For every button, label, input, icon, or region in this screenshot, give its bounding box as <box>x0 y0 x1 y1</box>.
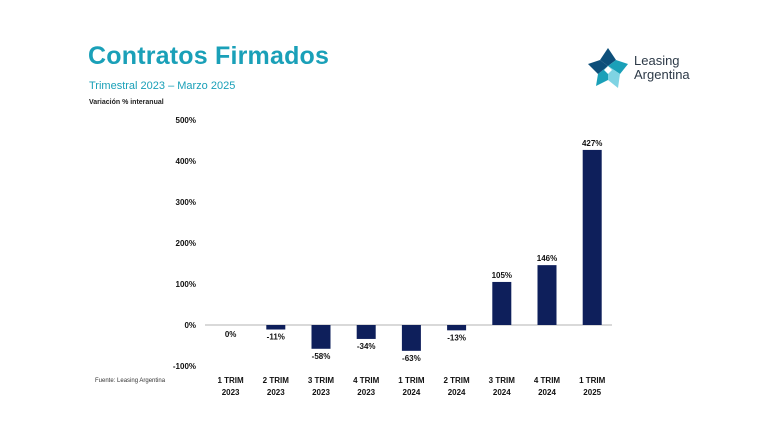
data-label: 146% <box>537 254 557 263</box>
data-label: -13% <box>447 333 466 342</box>
bar <box>492 281 512 325</box>
brand-logo: Leasing Argentina <box>586 46 690 90</box>
y-axis-title: Variación % interanual <box>89 99 164 106</box>
bar <box>356 325 376 339</box>
leasing-argentina-logo-icon <box>588 48 628 88</box>
bar <box>266 325 286 330</box>
data-label: 0% <box>225 330 237 339</box>
x-tick-label-year: 2023 <box>357 388 375 397</box>
bar <box>401 325 421 351</box>
y-tick-label: 400% <box>176 157 196 166</box>
x-tick-label-year: 2023 <box>267 388 285 397</box>
data-label: -58% <box>312 352 331 361</box>
bar <box>582 149 602 325</box>
x-tick-label: 2 TRIM <box>443 376 470 385</box>
value-labels-group: 0% -11% -58% -34% -63% -13% 105% 146% 427% <box>225 139 603 363</box>
brand-line-1: Leasing <box>634 53 680 68</box>
x-tick-label-year: 2024 <box>493 388 511 397</box>
y-tick-label: 500% <box>176 116 196 125</box>
x-tick-label: 1 TRIM <box>398 376 425 385</box>
x-tick-label: 4 TRIM <box>534 376 561 385</box>
y-axis: -100% 0% 100% 200% 300% 400% 500% <box>173 116 196 371</box>
x-tick-label: 4 TRIM <box>353 376 380 385</box>
y-tick-label: 100% <box>176 280 196 289</box>
x-tick-label-year: 2024 <box>538 388 556 397</box>
data-label: -63% <box>402 354 421 363</box>
page-subtitle: Trimestral 2023 – Marzo 2025 <box>89 80 236 92</box>
data-label: -34% <box>357 342 376 351</box>
x-tick-label-year: 2023 <box>312 388 330 397</box>
x-tick-label: 1 TRIM <box>217 376 244 385</box>
x-tick-label: 2 TRIM <box>263 376 290 385</box>
x-tick-label: 3 TRIM <box>308 376 335 385</box>
y-tick-label: 300% <box>176 198 196 207</box>
brand-logo-text: Leasing Argentina <box>634 54 690 82</box>
y-tick-label: 200% <box>176 239 196 248</box>
x-tick-label-year: 2023 <box>222 388 240 397</box>
x-tick-label: 3 TRIM <box>489 376 516 385</box>
data-label: 427% <box>582 139 602 148</box>
bar <box>447 325 467 331</box>
x-tick-label: 1 TRIM <box>579 376 606 385</box>
x-tick-label-year: 2024 <box>448 388 466 397</box>
bars-group <box>266 149 602 351</box>
y-tick-label: -100% <box>173 362 196 371</box>
x-tick-label-year: 2024 <box>403 388 421 397</box>
page-title: Contratos Firmados <box>88 42 330 70</box>
x-axis: 1 TRIM 2023 2 TRIM 2023 3 TRIM 2023 4 TRIM 2023… <box>217 376 605 397</box>
y-tick-label: 0% <box>184 321 196 330</box>
bar <box>311 325 331 349</box>
data-label: 105% <box>492 271 512 280</box>
bar <box>537 265 557 325</box>
x-tick-label-year: 2025 <box>583 388 601 397</box>
brand-line-2: Argentina <box>634 67 690 82</box>
data-label: -11% <box>267 333 285 342</box>
source-note: Fuente: Leasing Argentina <box>95 378 166 384</box>
